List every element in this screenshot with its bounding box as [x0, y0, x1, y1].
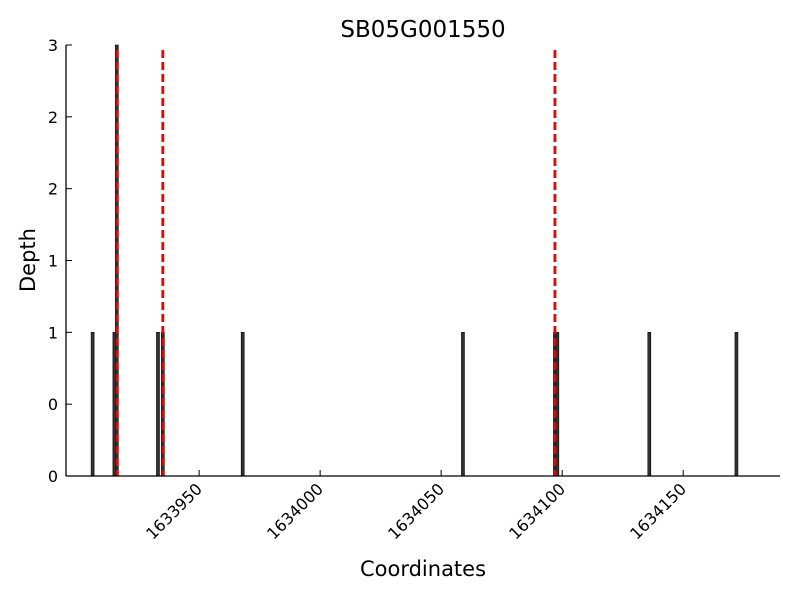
bar	[461, 332, 465, 477]
x-tick-label: 1634100	[505, 479, 569, 543]
y-tick-label: 1	[48, 252, 58, 271]
bar	[156, 332, 160, 477]
chart-title: SB05G001550	[340, 17, 505, 43]
x-tick-label: 1634150	[626, 479, 690, 543]
y-tick-label: 2	[48, 108, 58, 127]
bar	[647, 332, 652, 477]
x-tick-label: 1634050	[384, 479, 448, 543]
bar	[734, 332, 739, 477]
y-tick-label: 1	[48, 323, 58, 342]
y-tick-label: 0	[48, 395, 58, 414]
y-axis-title: Depth	[16, 228, 40, 292]
bar	[90, 332, 95, 477]
x-axis-title: Coordinates	[360, 557, 486, 581]
y-tick-label: 0	[48, 467, 58, 486]
y-tick-label: 2	[48, 180, 58, 199]
x-ticks-layer: 1633950 1634000 1634050 1634100 1634150	[142, 470, 690, 543]
axes-layer	[65, 45, 780, 477]
bars-layer	[90, 44, 739, 477]
vlines-layer	[115, 50, 557, 476]
x-tick-label: 1633950	[142, 479, 206, 543]
y-tick-label: 3	[48, 36, 58, 55]
y-ticks-layer: 0 0 1 1 2 2 3	[48, 36, 72, 486]
bar	[240, 332, 245, 477]
x-tick-label: 1634000	[263, 479, 327, 543]
